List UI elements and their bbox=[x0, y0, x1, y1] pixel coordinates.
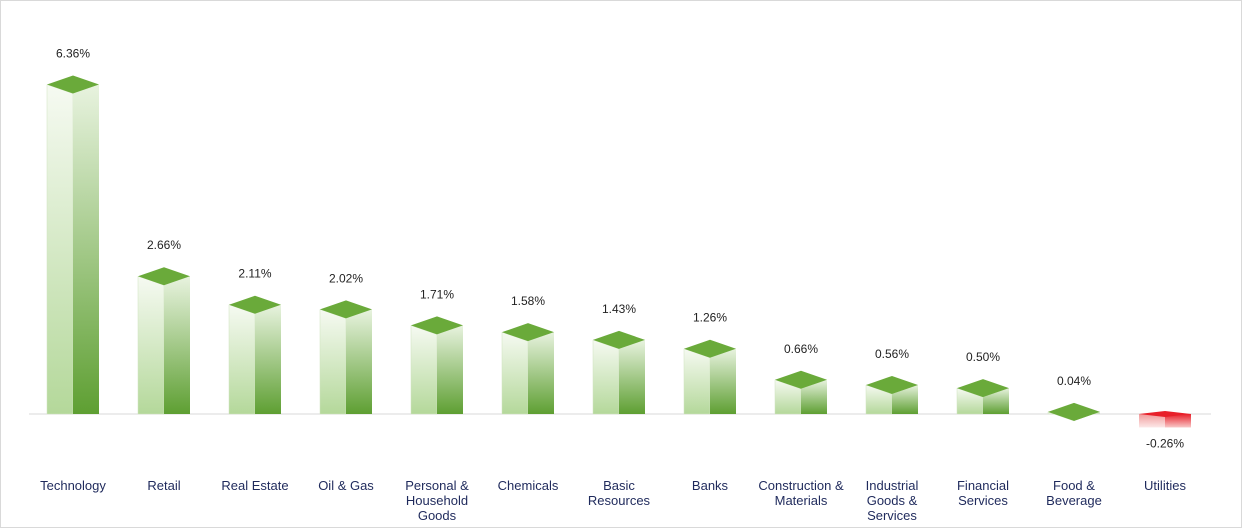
category-label: Personal & Household Goods bbox=[405, 478, 469, 523]
value-label: 1.26% bbox=[693, 311, 727, 325]
category-label: Retail bbox=[147, 478, 180, 493]
bar-top-cap bbox=[866, 375, 918, 394]
bar-face-right bbox=[983, 388, 1009, 414]
value-label: 2.66% bbox=[147, 238, 181, 252]
bars-group bbox=[46, 75, 1191, 428]
value-label: 6.36% bbox=[56, 47, 90, 61]
bar bbox=[228, 295, 281, 415]
bar-top-cap bbox=[229, 295, 281, 314]
bar-face-right bbox=[437, 325, 463, 414]
category-label: Technology bbox=[40, 478, 106, 493]
bar-top-cap bbox=[138, 267, 190, 286]
bar-top-cap bbox=[47, 75, 99, 94]
value-label: 0.66% bbox=[784, 342, 818, 356]
value-label: 1.71% bbox=[420, 287, 454, 301]
bar-face-left bbox=[137, 275, 165, 415]
bar-face-left bbox=[46, 84, 74, 415]
bar bbox=[592, 330, 645, 415]
labels-group: 6.36% Technology 2.66% Retail 2.11% Real Esta… bbox=[40, 47, 1186, 523]
bar bbox=[683, 339, 736, 415]
bar-face-left bbox=[410, 325, 438, 415]
bar-face-right bbox=[1165, 414, 1191, 428]
value-label: 0.56% bbox=[875, 347, 909, 361]
bar-face-right bbox=[164, 276, 190, 414]
value-label: 0.50% bbox=[966, 350, 1000, 364]
bar-face-right bbox=[892, 384, 918, 414]
bar bbox=[46, 75, 99, 415]
category-label: Basic Resources bbox=[588, 478, 651, 508]
bar-top-cap bbox=[1139, 411, 1191, 417]
value-label: 2.11% bbox=[238, 267, 271, 281]
bar bbox=[319, 300, 372, 415]
bar-face-right bbox=[255, 304, 281, 414]
bar bbox=[865, 375, 918, 415]
bar-face-left bbox=[501, 331, 529, 415]
category-label: Food & Beverage bbox=[1046, 478, 1102, 508]
bar-face-left bbox=[592, 339, 620, 415]
category-label: Financial Services bbox=[957, 478, 1009, 508]
category-label: Utilities bbox=[1144, 478, 1186, 493]
category-label: Oil & Gas bbox=[318, 478, 374, 493]
bar bbox=[1047, 402, 1100, 422]
bar-top-cap bbox=[593, 330, 645, 349]
value-label: 0.04% bbox=[1057, 374, 1091, 388]
category-label: Chemicals bbox=[498, 478, 559, 493]
bar bbox=[137, 267, 190, 415]
bar-face-right bbox=[619, 339, 645, 414]
bar-face-left bbox=[683, 348, 711, 415]
category-label: Banks bbox=[692, 478, 729, 493]
bar-face-right bbox=[710, 348, 736, 414]
category-label: Industrial Goods & Services bbox=[866, 478, 919, 523]
bar-top-cap bbox=[775, 370, 827, 389]
bar-face-left bbox=[319, 309, 347, 415]
bar bbox=[1139, 411, 1191, 428]
bar-face-right bbox=[73, 84, 99, 414]
bar-top-cap bbox=[502, 323, 554, 342]
bar bbox=[501, 323, 554, 415]
bar-top-cap bbox=[320, 300, 372, 319]
bar-top-cap bbox=[684, 339, 736, 358]
category-label: Construction & Materials bbox=[758, 478, 844, 508]
value-label: -0.26% bbox=[1146, 436, 1184, 450]
bar-top-cap bbox=[411, 316, 463, 335]
bar bbox=[956, 379, 1009, 415]
bar-face-left bbox=[228, 304, 256, 415]
bar-top-cap bbox=[957, 379, 1009, 398]
bar-face-left bbox=[1139, 414, 1165, 428]
bar bbox=[410, 316, 463, 415]
bar-top-cap bbox=[1048, 402, 1100, 421]
bar-face-right bbox=[801, 379, 827, 414]
bar-face-right bbox=[346, 309, 372, 414]
bar-face-right bbox=[528, 332, 554, 414]
value-label: 1.43% bbox=[602, 302, 636, 316]
bar bbox=[774, 370, 827, 415]
value-label: 1.58% bbox=[511, 294, 545, 308]
category-label: Real Estate bbox=[221, 478, 288, 493]
value-label: 2.02% bbox=[329, 271, 363, 285]
